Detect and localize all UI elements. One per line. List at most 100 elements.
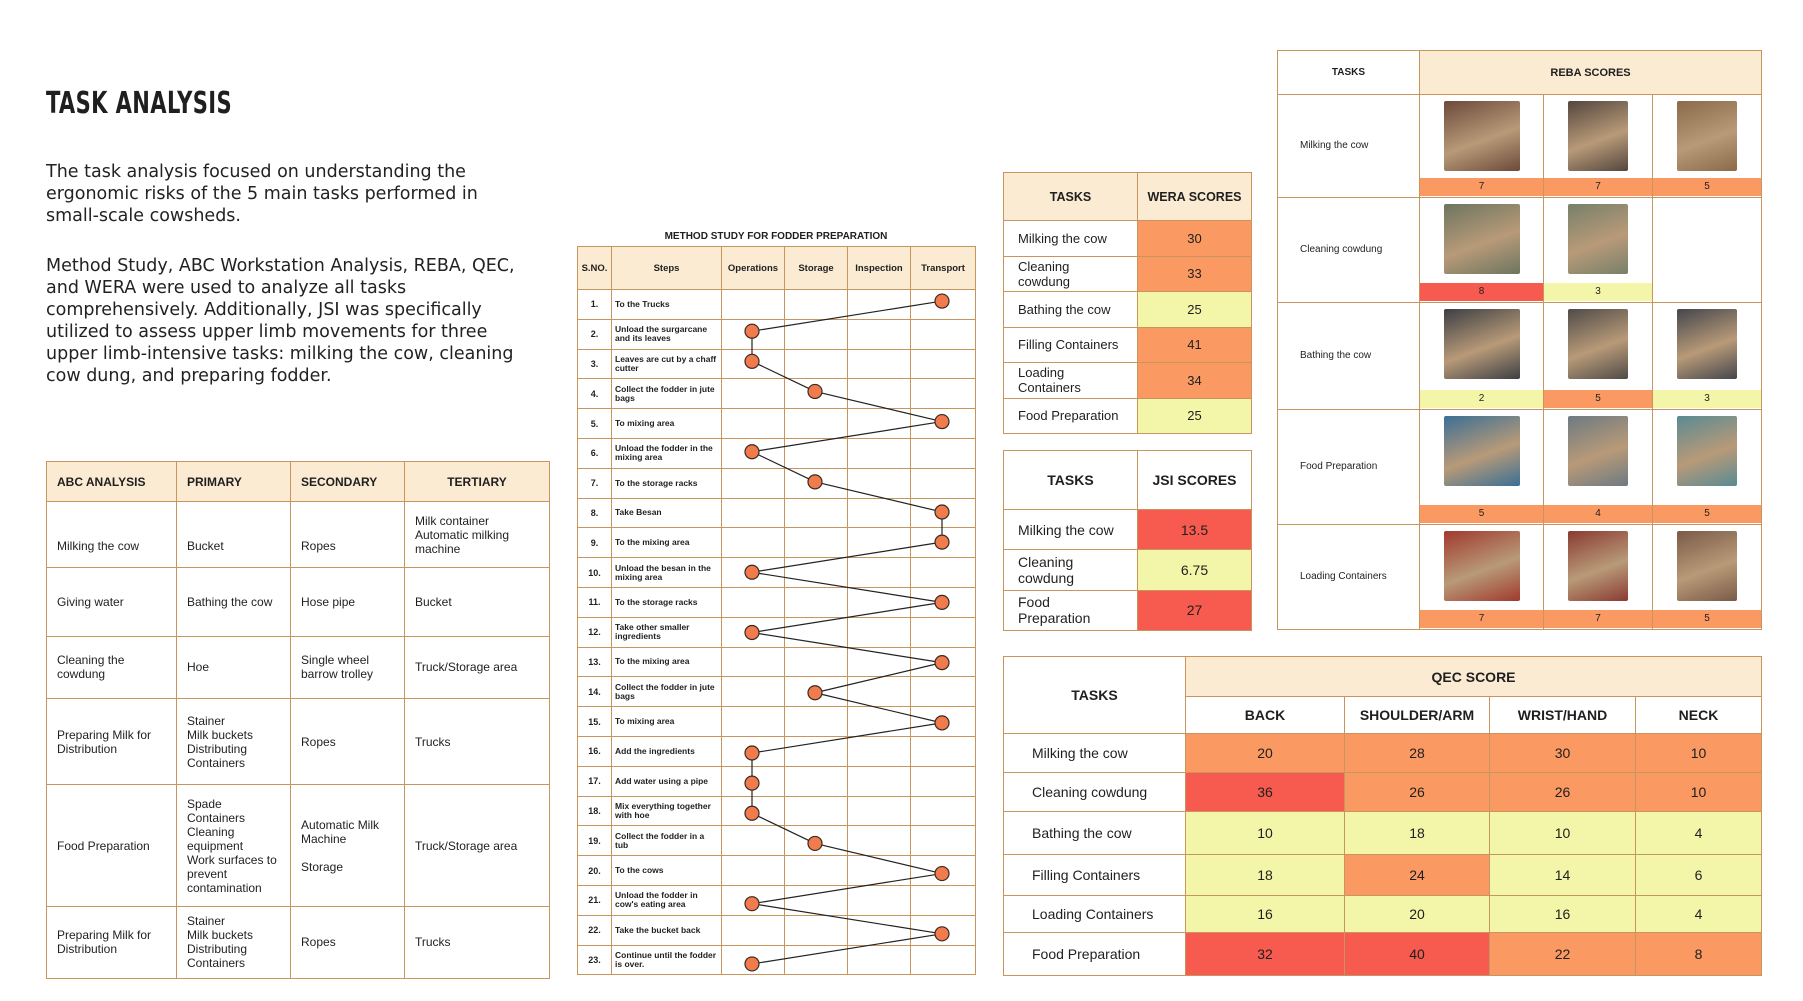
abc-cell: Preparing Milk for Distribution: [46, 698, 177, 786]
step-text: To the storage racks: [611, 586, 722, 618]
abc-cell: Spade Containers Cleaning equipment Work…: [176, 784, 291, 907]
reba-cell: 4: [1543, 408, 1653, 525]
qec-score: 10: [1489, 810, 1636, 856]
wera-row: Bathing the cow 25: [1003, 291, 1252, 328]
wera-score: 41: [1137, 326, 1252, 363]
method-cell: [847, 557, 911, 588]
method-cell: [721, 348, 785, 380]
reba-cell: 7: [1419, 94, 1544, 198]
abc-cell: Single wheel barrow trolley: [290, 635, 405, 700]
step-number: 20.: [577, 855, 612, 886]
method-cell: [784, 825, 848, 857]
reba-row: Loading Containers 7 7 5: [1277, 523, 1763, 631]
reba-cell: 3: [1543, 196, 1653, 303]
method-cell: [910, 884, 976, 916]
method-cell: [847, 318, 911, 350]
method-cell: [721, 825, 785, 857]
method-cell: [910, 616, 976, 648]
method-cell: [721, 884, 785, 916]
abc-cell: Ropes: [290, 500, 405, 569]
method-row: 19. Collect the fodder in a tub: [577, 825, 976, 857]
task-photo: [1568, 101, 1628, 171]
reba-score: 5: [1653, 609, 1762, 628]
method-row: 18. Mix everything together with hoe: [577, 795, 976, 827]
method-cell: [784, 497, 848, 529]
abc-header: SECONDARY: [290, 461, 405, 502]
reba-header: REBA SCORES: [1418, 50, 1763, 95]
jsi-score: 13.5: [1137, 508, 1252, 551]
wera-task: Filling Containers: [1003, 326, 1138, 363]
step-number: 10.: [577, 557, 612, 588]
jsi-task: Food Preparation: [1003, 589, 1138, 632]
wera-task: Loading Containers: [1003, 362, 1138, 399]
method-cell: [784, 944, 848, 976]
abc-header: ABC ANALYSIS: [46, 461, 177, 502]
jsi-row: Milking the cow 13.5: [1003, 508, 1252, 551]
method-cell: [910, 527, 976, 559]
abc-cell: Bucket: [176, 500, 291, 569]
method-cell: [784, 616, 848, 648]
qec-score: 22: [1489, 932, 1636, 976]
qec-score: 6: [1634, 854, 1763, 896]
step-text: Add the ingredients: [611, 735, 722, 767]
reba-score: 2: [1420, 389, 1543, 408]
reba-task: Cleaning cowdung: [1277, 196, 1420, 303]
method-cell: [847, 378, 911, 410]
method-cell: [910, 318, 976, 350]
method-cell: [784, 795, 848, 827]
abc-cell: Milking the cow: [46, 500, 177, 569]
method-cell: [784, 914, 848, 946]
qec-score: 26: [1489, 772, 1636, 812]
qec-row: Filling Containers 18 24 14 6: [1003, 854, 1763, 896]
reba-cell: 5: [1651, 94, 1763, 198]
qec-column-header: WRIST/HAND: [1489, 696, 1636, 734]
method-cell: [847, 884, 911, 916]
abc-row: Preparing Milk for Distribution Stainer M…: [46, 698, 550, 786]
step-number: 22.: [577, 914, 612, 946]
method-cell: [784, 408, 848, 439]
qec-tasks-header: TASKS: [1003, 656, 1186, 734]
abc-cell: Food Preparation: [46, 784, 177, 907]
method-header: Storage: [784, 246, 848, 290]
method-header: Inspection: [847, 246, 911, 290]
step-text: Take the bucket back: [611, 914, 722, 946]
method-cell: [721, 408, 785, 439]
method-row: 23. Continue until the fodder is over.: [577, 944, 976, 976]
abc-row: Preparing Milk for Distribution Stainer M…: [46, 905, 550, 980]
method-cell: [721, 676, 785, 708]
step-text: Unload the fodder in the mixing area: [611, 437, 722, 469]
step-number: 15.: [577, 706, 612, 737]
method-study-title: METHOD STUDY FOR FODDER PREPARATION: [664, 231, 888, 242]
method-row: 8. Take Besan: [577, 497, 976, 529]
wera-row: Loading Containers 34: [1003, 362, 1252, 399]
method-row: 15. To mixing area: [577, 706, 976, 737]
qec-row: Loading Containers 16 20 16 4: [1003, 894, 1763, 934]
reba-score: 3: [1653, 389, 1762, 408]
reba-task: Milking the cow: [1277, 94, 1420, 198]
method-row: 13. To the mixing area: [577, 646, 976, 678]
reba-cell: 7: [1543, 94, 1653, 198]
method-cell: [910, 289, 976, 320]
method-row: 9. To the mixing area: [577, 527, 976, 559]
jsi-row: Food Preparation 27: [1003, 589, 1252, 632]
step-number: 13.: [577, 646, 612, 678]
task-photo: [1568, 415, 1628, 486]
reba-cell: 7: [1543, 523, 1653, 631]
reba-cell: [1651, 196, 1763, 303]
qec-row: Cleaning cowdung 36 26 26 10: [1003, 772, 1763, 812]
method-row: 3. Leaves are cut by a chaff cutter: [577, 348, 976, 380]
qec-column-header: SHOULDER/ARM: [1344, 696, 1490, 734]
task-photo: [1443, 415, 1520, 486]
step-number: 11.: [577, 586, 612, 618]
jsi-score: 6.75: [1137, 549, 1252, 591]
reba-cell: 5: [1651, 523, 1763, 631]
step-number: 1.: [577, 289, 612, 320]
step-number: 14.: [577, 676, 612, 708]
method-cell: [910, 706, 976, 737]
qec-score: 14: [1489, 854, 1636, 896]
qec-score: 4: [1634, 810, 1763, 856]
qec-row: Food Preparation 32 40 22 8: [1003, 932, 1763, 976]
method-cell: [847, 467, 911, 499]
reba-score: 7: [1420, 609, 1543, 628]
methods-paragraph: Method Study, ABC Workstation Analysis, …: [46, 256, 515, 386]
